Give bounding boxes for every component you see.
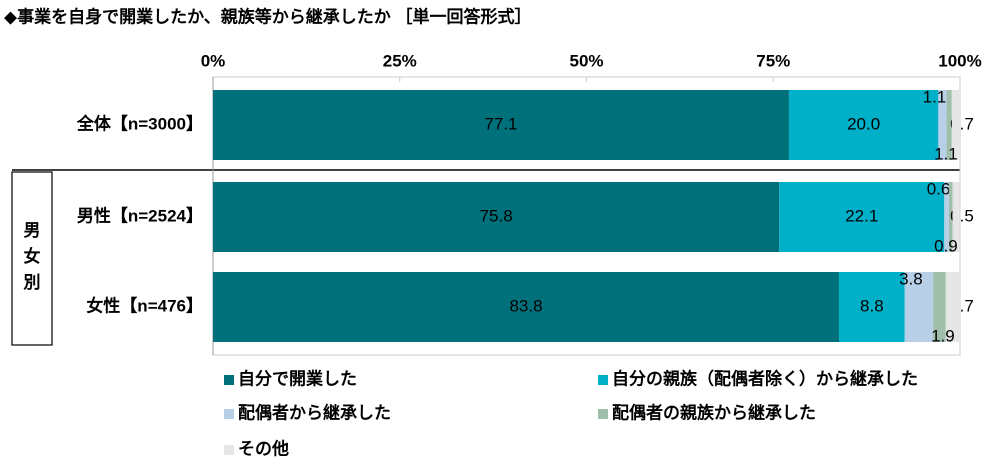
x-tick-label: 50%	[569, 51, 603, 70]
bar-segment	[933, 272, 946, 342]
category-label: 全体【n=3000】	[76, 113, 203, 133]
category-label: 男性【n=2524】	[77, 205, 203, 225]
x-tick-label: 75%	[756, 51, 790, 70]
bar-segment	[938, 90, 947, 160]
bar-segment	[946, 90, 952, 160]
bar-segment	[948, 182, 953, 252]
group-box	[11, 171, 53, 346]
legend-label: 自分の親族（配偶者除く）から継承した	[612, 368, 918, 388]
legend-swatch	[224, 375, 234, 385]
data-label: 77.1	[484, 114, 517, 133]
legend-label: 配偶者から継承した	[238, 402, 391, 422]
group-label: 男女別	[23, 221, 41, 292]
bar-segment	[213, 182, 780, 252]
data-label: 8.8	[860, 296, 884, 315]
bar-segment	[951, 90, 960, 160]
bar-segment	[945, 272, 960, 342]
bar-segment	[838, 272, 905, 342]
legend-swatch	[224, 409, 234, 419]
legend-swatch	[598, 409, 608, 419]
bar-segment	[213, 272, 839, 342]
data-label: 1.9	[931, 326, 955, 345]
data-label: 83.8	[509, 296, 542, 315]
data-label: 20.0	[847, 114, 880, 133]
legend-label: 自分で開業した	[238, 368, 357, 388]
data-label: 3.8	[899, 269, 923, 288]
data-label: 22.1	[845, 206, 878, 225]
data-label: 1.1	[923, 87, 947, 106]
bar-segment	[788, 90, 939, 160]
legend-label: その他	[238, 438, 289, 458]
data-label: 75.8	[480, 206, 513, 225]
data-label: 0.6	[927, 179, 951, 198]
category-label: 女性【n=476】	[86, 295, 203, 315]
bar-segment	[904, 272, 934, 342]
bar-segment	[779, 182, 945, 252]
legend-label: 配偶者の親族から継承した	[612, 402, 816, 422]
data-label: 0.9	[934, 236, 958, 255]
bar-segment	[944, 182, 949, 252]
legend-swatch	[224, 445, 234, 455]
chart-title: ◆事業を自身で開業したか、親族等から継承したか ［単一回答形式］	[4, 6, 531, 26]
x-tick-label: 0%	[201, 51, 226, 70]
bar-segment	[952, 182, 960, 252]
data-label: 1.1	[934, 144, 958, 163]
x-tick-label: 100%	[938, 51, 981, 70]
legend-swatch	[598, 375, 608, 385]
x-tick-label: 25%	[383, 51, 417, 70]
bar-segment	[213, 90, 789, 160]
